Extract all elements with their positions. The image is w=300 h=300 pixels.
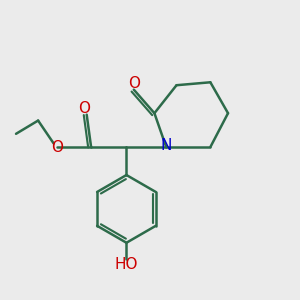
Text: N: N — [160, 138, 172, 153]
Text: O: O — [128, 76, 140, 91]
Text: O: O — [51, 140, 63, 154]
Text: O: O — [78, 101, 90, 116]
Text: HO: HO — [115, 257, 138, 272]
